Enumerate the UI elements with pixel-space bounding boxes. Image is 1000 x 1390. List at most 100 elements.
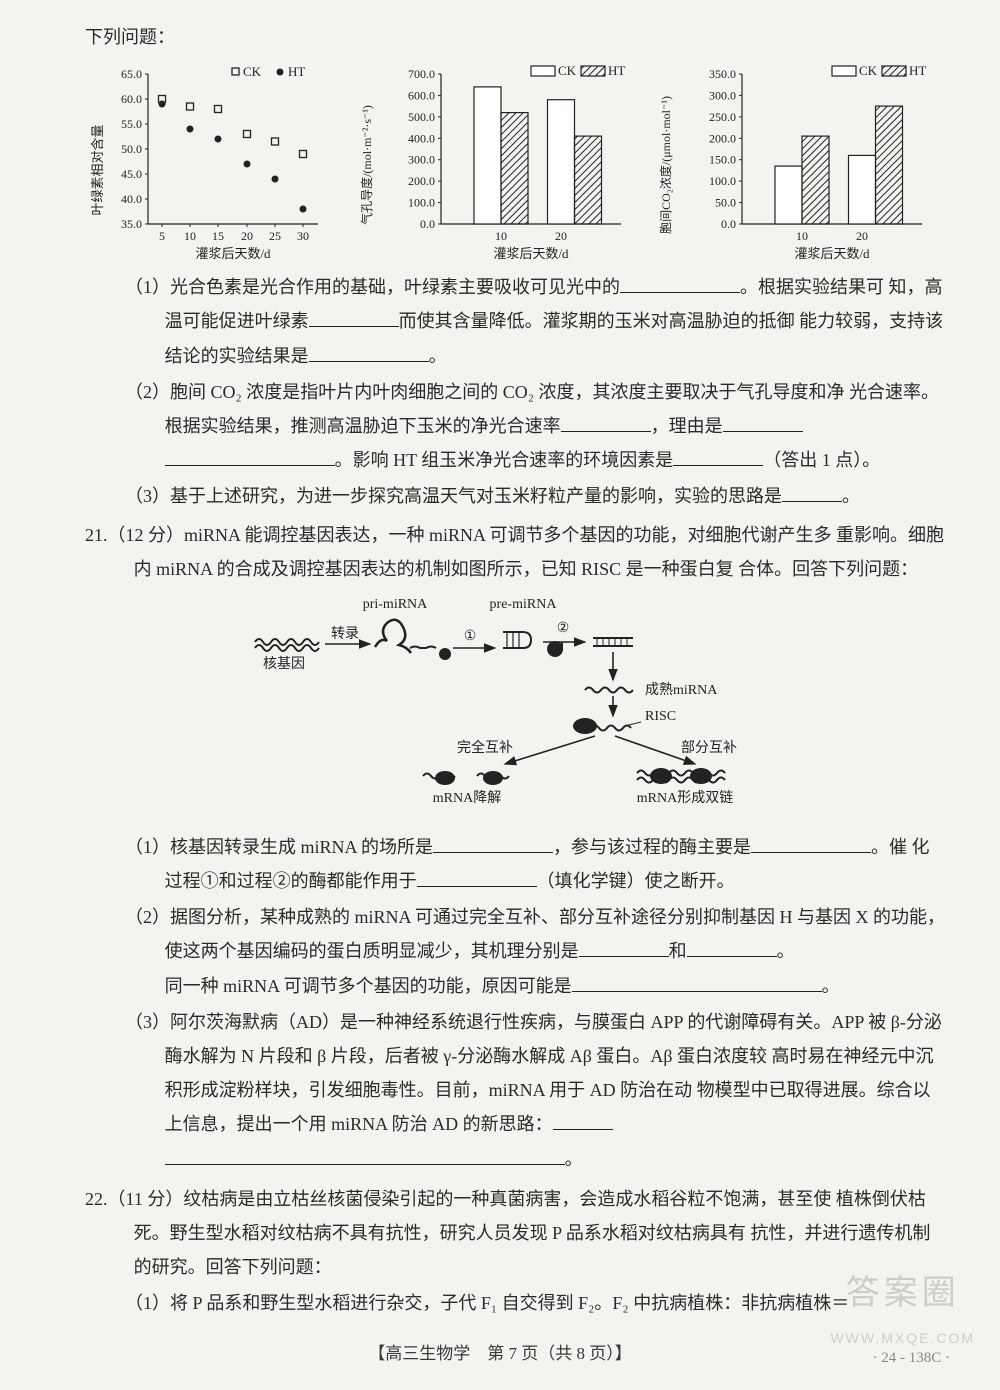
blank [433, 833, 553, 853]
blank [553, 1111, 613, 1131]
svg-text:50.0: 50.0 [715, 196, 736, 210]
svg-text:350.0: 350.0 [709, 67, 736, 81]
svg-text:10: 10 [184, 229, 196, 243]
chart-2-bar: 700.0600.0500.0 400.0300.0200.0 100.00.0… [355, 60, 645, 260]
svg-text:150.0: 150.0 [709, 153, 736, 167]
q21-2-a: （2）据图分析，某种成熟的 miRNA 可通过完全互补、部分互补途径分别抑制基因… [125, 907, 851, 927]
q22-head-a: 22.（11 分）纹枯病是由立枯丝核菌侵染引起的一种真菌病害，会造成水稻谷粒不饱… [85, 1189, 831, 1209]
svg-text:成熟miRNA: 成熟miRNA [645, 682, 718, 698]
svg-text:灌浆后天数/d: 灌浆后天数/d [493, 246, 569, 260]
q21-intro: 21.（12 分）miRNA 能调控基因表达，一种 miRNA 可调节多个基因的… [85, 518, 945, 586]
svg-text:300.0: 300.0 [709, 89, 736, 103]
q21-2-e: 同一种 miRNA 可调节多个基因的功能，原因可能是 [165, 976, 572, 996]
q21-1-e: （填化学键）使之断开。 [537, 871, 735, 891]
svg-text:35.0: 35.0 [121, 217, 142, 231]
svg-text:500.0: 500.0 [408, 110, 435, 124]
blank [561, 412, 651, 432]
q22-body: （1）将 P 品系和野生型水稻进行杂交，子代 F₁ 自交得到 F₂。F₂ 中抗病… [85, 1286, 945, 1320]
q20-2-c: ，理由是 [651, 416, 723, 436]
charts-row: 65.0 60.0 55.0 50.0 45.0 40.0 35.0 5 10 15… [85, 60, 945, 260]
blank [309, 342, 429, 362]
blank [673, 446, 763, 466]
svg-text:250.0: 250.0 [709, 110, 736, 124]
q21-head-a: 21.（12 分）miRNA 能调控基因表达，一种 miRNA 可调节多个基因的… [85, 525, 832, 545]
svg-text:20: 20 [856, 229, 868, 243]
svg-text:40.0: 40.0 [121, 192, 142, 206]
svg-text:胞间CO₂浓度/(μmol·mol⁻¹): 胞间CO₂浓度/(μmol·mol⁻¹) [658, 96, 673, 234]
svg-text:30: 30 [297, 229, 309, 243]
svg-text:灌浆后天数/d: 灌浆后天数/d [795, 246, 871, 260]
svg-text:20: 20 [241, 229, 253, 243]
svg-text:50.0: 50.0 [121, 142, 142, 156]
q21-1-b: ，参与该过程的酶主要是 [553, 837, 751, 857]
watermark-big: 答案圈 [830, 1261, 975, 1326]
svg-text:①: ① [464, 629, 477, 644]
svg-text:pri-miRNA: pri-miRNA [363, 597, 428, 612]
svg-text:完全互补: 完全互补 [457, 739, 513, 756]
svg-text:0.0: 0.0 [420, 217, 435, 231]
q21-1-c: 。催 [871, 837, 907, 857]
svg-text:转录: 转录 [331, 626, 359, 642]
svg-text:20: 20 [555, 229, 567, 243]
q20-3-b: 。 [842, 486, 860, 506]
svg-text:5: 5 [159, 229, 165, 243]
q21-2-c: 和 [669, 941, 687, 961]
svg-text:45.0: 45.0 [121, 167, 142, 181]
svg-text:RISC: RISC [645, 709, 676, 724]
q20-body: （1）光合色素是光合作用的基础，叶绿素主要吸收可见光中的。根据实验结果可 知，高… [85, 270, 945, 513]
blank [572, 972, 822, 992]
q22-intro: 22.（11 分）纹枯病是由立枯丝核菌侵染引起的一种真菌病害，会造成水稻谷粒不饱… [85, 1182, 945, 1285]
svg-text:400.0: 400.0 [408, 131, 435, 145]
q20-2-e: （答出 1 点）。 [763, 450, 880, 470]
q21-head-c: 合体。回答下列问题： [738, 559, 918, 579]
svg-text:叶绿素相对含量: 叶绿素相对含量 [90, 125, 105, 216]
q20-1-b: 。根据实验结果可 [740, 277, 884, 297]
blank [309, 308, 399, 328]
intro-line: 下列问题： [85, 20, 945, 54]
svg-text:HT: HT [909, 63, 926, 78]
svg-text:10: 10 [495, 229, 507, 243]
blank [417, 867, 537, 887]
chart-3-bar: 350.0300.0250.0 200.0150.0100.0 50.00.0 … [654, 60, 944, 260]
svg-text:300.0: 300.0 [408, 153, 435, 167]
q22-1: （1）将 P 品系和野生型水稻进行杂交，子代 F₁ 自交得到 F₂。F₂ 中抗病… [125, 1293, 849, 1313]
svg-text:②: ② [557, 621, 570, 636]
blank [165, 446, 335, 466]
svg-text:pre-miRNA: pre-miRNA [490, 597, 558, 612]
blank [165, 1145, 565, 1165]
watermark-small: WWW.MXQE.COM [830, 1325, 975, 1352]
svg-text:灌浆后天数/d: 灌浆后天数/d [195, 246, 271, 260]
svg-text:核基因: 核基因 [263, 655, 305, 672]
svg-text:700.0: 700.0 [408, 67, 435, 81]
q21-3-e: 。 [565, 1149, 583, 1169]
svg-text:CK: CK [558, 63, 577, 78]
blank [579, 938, 669, 958]
q20-1-a: （1）光合色素是光合作用的基础，叶绿素主要吸收可见光中的 [125, 277, 620, 297]
svg-text:HT: HT [608, 63, 625, 78]
svg-text:100.0: 100.0 [408, 196, 435, 210]
svg-text:15: 15 [212, 229, 224, 243]
watermark: 答案圈 WWW.MXQE.COM [830, 1261, 975, 1352]
q21-body: （1）核基因转录生成 miRNA 的场所是，参与该过程的酶主要是。催 化过程①和… [85, 830, 945, 1176]
q20-1-d: 而使其含量降低。灌浆期的玉米对高温胁迫的抵御 [399, 311, 795, 331]
svg-text:100.0: 100.0 [709, 174, 736, 188]
q21-2-f: 。 [822, 976, 840, 996]
chart-1-scatter: 65.0 60.0 55.0 50.0 45.0 40.0 35.0 5 10 15… [86, 60, 346, 260]
svg-text:55.0: 55.0 [121, 117, 142, 131]
svg-text:CK: CK [859, 63, 878, 78]
blank [687, 938, 777, 958]
blank [723, 412, 803, 432]
svg-text:10: 10 [796, 229, 808, 243]
svg-text:65.0: 65.0 [121, 67, 142, 81]
svg-text:25: 25 [269, 229, 281, 243]
q20-2-a: （2）胞间 CO₂ 浓度是指叶片内叶肉细胞之间的 CO₂ 浓度，其浓度主要取决于… [125, 382, 845, 402]
svg-text:mRNA形成双链: mRNA形成双链 [637, 790, 733, 806]
blank [620, 273, 740, 293]
svg-text:60.0: 60.0 [121, 92, 142, 106]
svg-text:200.0: 200.0 [709, 131, 736, 145]
svg-text:0.0: 0.0 [721, 217, 736, 231]
blank [751, 833, 871, 853]
svg-text:200.0: 200.0 [408, 174, 435, 188]
q21-2-d: 。 [777, 941, 795, 961]
svg-text:CK: CK [243, 64, 262, 79]
